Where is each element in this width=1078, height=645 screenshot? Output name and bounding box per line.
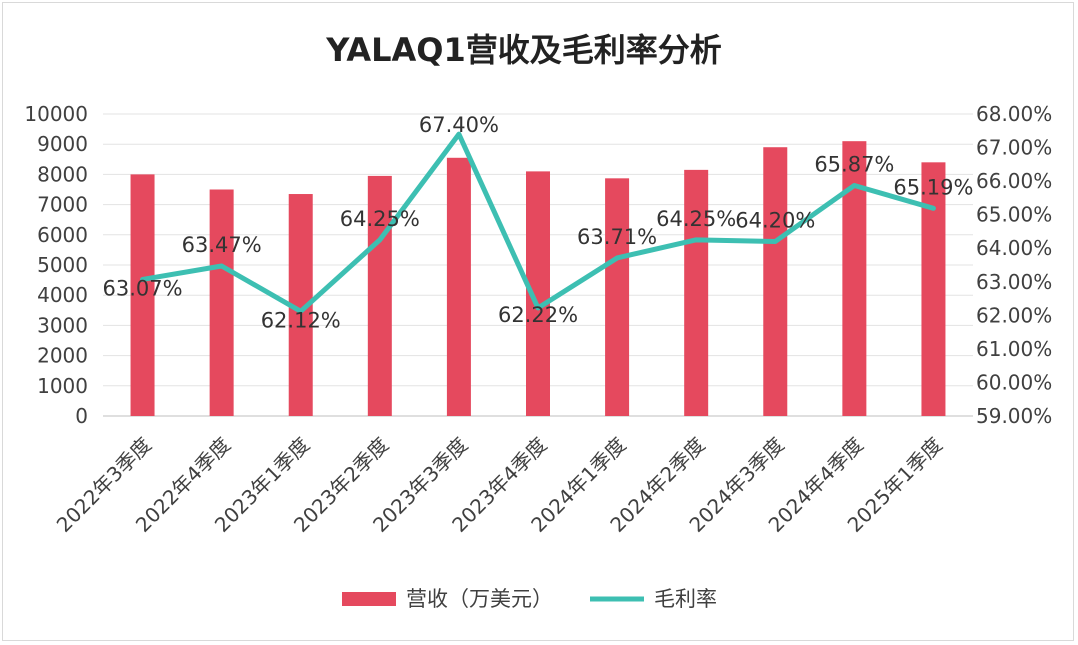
margin-data-labels: 63.07% 63.47% 62.12% 64.25% 67.40% 62.22% 63.7… bbox=[103, 113, 974, 332]
right-tick-label: 61.00% bbox=[976, 337, 1052, 361]
margin-data-label: 63.47% bbox=[182, 233, 262, 257]
margin-line-group bbox=[140, 131, 936, 314]
revenue-bar bbox=[842, 141, 867, 416]
left-tick-label: 9000 bbox=[37, 132, 88, 156]
right-tick-label: 63.00% bbox=[976, 270, 1052, 294]
margin-data-label: 65.19% bbox=[893, 175, 973, 199]
right-tick-label: 64.00% bbox=[976, 236, 1052, 260]
right-tick-label: 67.00% bbox=[976, 136, 1052, 160]
right-tick-label: 59.00% bbox=[976, 404, 1052, 428]
legend-label-margin: 毛利率 bbox=[654, 587, 717, 611]
left-tick-label: 4000 bbox=[37, 283, 88, 307]
right-tick-label: 60.00% bbox=[976, 370, 1052, 394]
revenue-bar bbox=[684, 169, 709, 416]
right-axis-ticks: 59.00% 60.00% 61.00% 62.00% 63.00% 64.00% 65.0… bbox=[976, 102, 1052, 428]
margin-data-label: 67.40% bbox=[419, 113, 499, 137]
left-tick-label: 6000 bbox=[37, 223, 88, 247]
revenue-bar bbox=[605, 178, 630, 416]
left-axis-ticks: 0 1000 2000 3000 4000 5000 6000 7000 8000 9000 100… bbox=[24, 102, 88, 428]
chart-title: YALAQ1营收及毛利率分析 bbox=[325, 31, 722, 69]
x-axis-labels: 2022年3季度2022年4季度2023年1季度2023年2季度2023年3季度… bbox=[52, 433, 947, 537]
legend-swatch-revenue bbox=[342, 592, 396, 606]
left-tick-label: 8000 bbox=[37, 162, 88, 186]
margin-line bbox=[140, 131, 936, 314]
margin-data-label: 64.25% bbox=[340, 207, 420, 231]
right-tick-label: 66.00% bbox=[976, 169, 1052, 193]
revenue-bar bbox=[763, 147, 788, 416]
left-tick-label: 10000 bbox=[24, 102, 88, 126]
left-tick-label: 3000 bbox=[37, 313, 88, 337]
revenue-bar bbox=[921, 162, 946, 416]
revenue-bars bbox=[130, 141, 946, 417]
margin-data-label: 64.25% bbox=[656, 207, 736, 231]
revenue-bar bbox=[367, 175, 392, 416]
right-tick-label: 68.00% bbox=[976, 102, 1052, 126]
right-tick-label: 62.00% bbox=[976, 303, 1052, 327]
left-tick-label: 2000 bbox=[37, 344, 88, 368]
margin-data-label: 63.07% bbox=[103, 276, 183, 300]
revenue-bar bbox=[130, 174, 155, 416]
revenue-bar bbox=[446, 157, 471, 417]
left-tick-label: 5000 bbox=[37, 253, 88, 277]
left-tick-label: 1000 bbox=[37, 374, 88, 398]
revenue-bar bbox=[209, 189, 234, 416]
margin-data-label: 63.71% bbox=[577, 225, 657, 249]
margin-data-label: 62.22% bbox=[498, 303, 578, 327]
right-tick-label: 65.00% bbox=[976, 203, 1052, 227]
margin-data-label: 62.12% bbox=[261, 308, 341, 332]
legend-label-revenue: 营收（万美元） bbox=[406, 587, 553, 611]
legend: 营收（万美元） 毛利率 bbox=[342, 587, 717, 611]
left-tick-label: 0 bbox=[75, 404, 88, 428]
margin-data-label: 65.87% bbox=[814, 152, 894, 176]
margin-data-label: 64.20% bbox=[735, 209, 815, 233]
left-tick-label: 7000 bbox=[37, 193, 88, 217]
